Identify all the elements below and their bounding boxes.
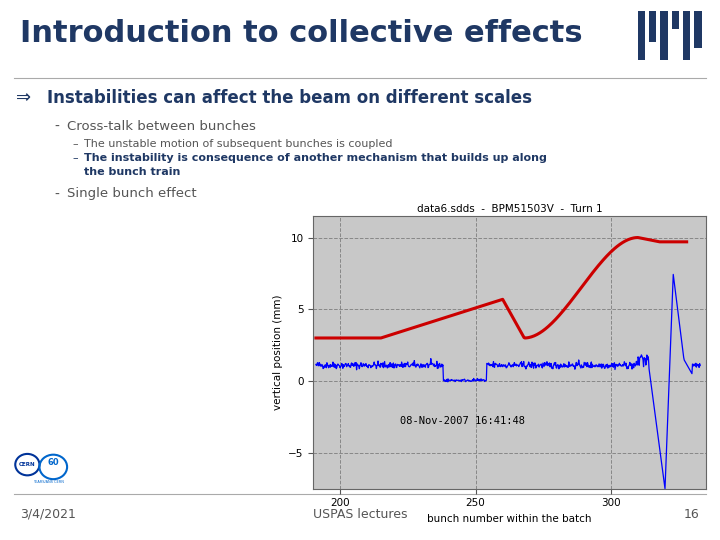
Text: ⇒: ⇒ bbox=[16, 89, 31, 107]
Text: -: - bbox=[54, 187, 59, 201]
Bar bbox=[683, 11, 690, 60]
Bar bbox=[660, 11, 668, 60]
Y-axis label: vertical position (mm): vertical position (mm) bbox=[273, 295, 282, 410]
Bar bbox=[649, 11, 657, 42]
Text: Cross-talk between bunches: Cross-talk between bunches bbox=[67, 120, 256, 133]
Bar bbox=[694, 11, 702, 48]
Text: Single bunch effect: Single bunch effect bbox=[67, 187, 197, 200]
Text: Instabilities can affect the beam on different scales: Instabilities can affect the beam on dif… bbox=[47, 89, 532, 107]
Text: 16: 16 bbox=[684, 508, 700, 521]
Text: YEARS/ANS CERN: YEARS/ANS CERN bbox=[34, 480, 64, 484]
Text: the bunch train: the bunch train bbox=[84, 167, 180, 178]
Text: –: – bbox=[72, 139, 78, 150]
Text: The unstable motion of subsequent bunches is coupled: The unstable motion of subsequent bunche… bbox=[84, 139, 392, 150]
Text: 08-Nov-2007 16:41:48: 08-Nov-2007 16:41:48 bbox=[400, 415, 525, 426]
Text: 60: 60 bbox=[48, 458, 59, 467]
Text: CERN: CERN bbox=[19, 462, 36, 467]
Text: Introduction to collective effects: Introduction to collective effects bbox=[20, 19, 582, 48]
Text: 3/4/2021: 3/4/2021 bbox=[20, 508, 76, 521]
Title: data6.sdds  -  BPM51503V  -  Turn 1: data6.sdds - BPM51503V - Turn 1 bbox=[417, 204, 602, 214]
Bar bbox=[672, 11, 679, 29]
Text: –: – bbox=[72, 153, 78, 164]
Text: USPAS lectures: USPAS lectures bbox=[312, 508, 408, 521]
Text: The instability is consequence of another mechanism that builds up along: The instability is consequence of anothe… bbox=[84, 153, 546, 164]
Text: -: - bbox=[54, 120, 59, 134]
Bar bbox=[638, 11, 645, 60]
X-axis label: bunch number within the batch: bunch number within the batch bbox=[427, 514, 592, 524]
